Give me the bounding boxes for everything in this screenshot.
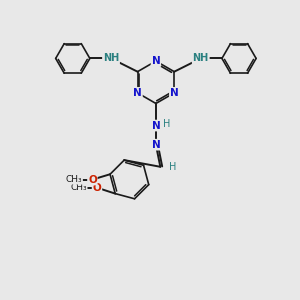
Text: N: N xyxy=(133,88,142,98)
Text: N: N xyxy=(170,88,178,98)
Text: N: N xyxy=(152,121,160,130)
Text: CH₃: CH₃ xyxy=(66,175,83,184)
Text: NH: NH xyxy=(103,53,119,63)
Text: N: N xyxy=(152,56,160,66)
Text: O: O xyxy=(88,175,97,184)
Text: N: N xyxy=(152,140,160,150)
Text: H: H xyxy=(169,162,176,172)
Text: H: H xyxy=(164,119,171,129)
Text: NH: NH xyxy=(193,53,209,63)
Text: O: O xyxy=(93,183,101,193)
Text: CH₃: CH₃ xyxy=(70,183,87,192)
